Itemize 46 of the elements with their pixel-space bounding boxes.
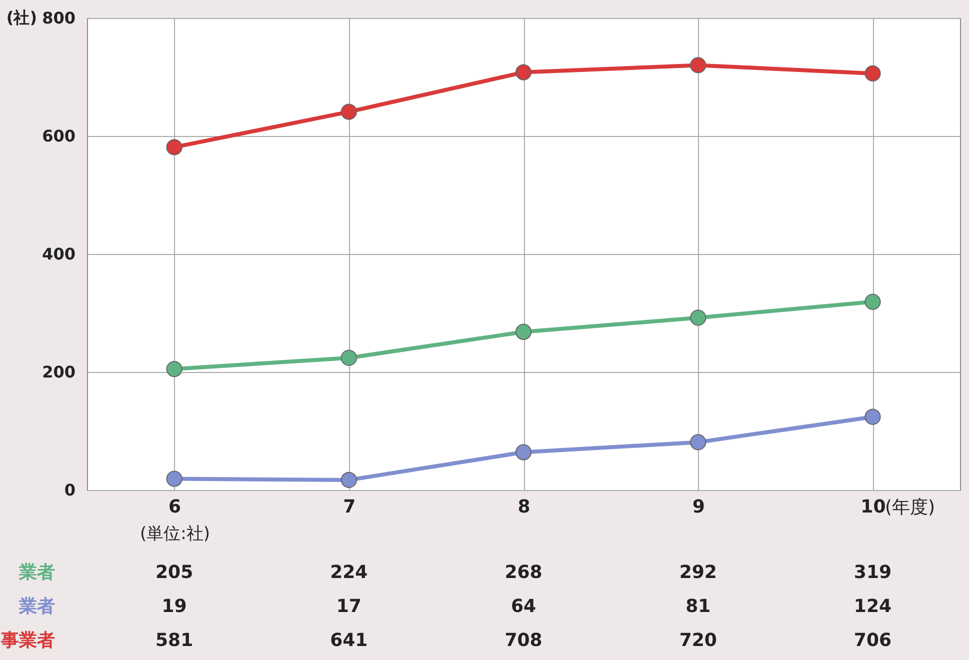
data-label: 720 xyxy=(679,630,717,651)
y-tick-label: 200 xyxy=(42,362,76,382)
text: 業者 xyxy=(18,562,55,583)
point xyxy=(690,434,706,450)
data-label: 641 xyxy=(330,630,368,651)
y-tick-label: 0 xyxy=(64,480,76,500)
data-label: 224 xyxy=(330,562,368,583)
point xyxy=(864,408,881,425)
point xyxy=(340,104,357,120)
text: 事業者 xyxy=(0,630,55,651)
point xyxy=(166,360,182,378)
x-tick-label: 6 xyxy=(168,496,182,518)
data-label: 319 xyxy=(854,562,892,583)
point xyxy=(864,294,881,310)
data-label: 17 xyxy=(336,596,362,617)
data-label: 124 xyxy=(854,596,892,617)
data-label: 268 xyxy=(504,562,542,583)
point xyxy=(690,310,706,326)
y-tick-label: 400 xyxy=(42,244,76,264)
point xyxy=(864,65,881,82)
y-tick-label: 800 xyxy=(42,8,76,28)
data-label: 64 xyxy=(510,596,536,617)
text: (単位:社) xyxy=(140,524,210,544)
x-tick-label: 7 xyxy=(343,496,356,518)
data-label: 708 xyxy=(504,630,542,651)
x-tick-label: 10 xyxy=(860,496,886,518)
data-label: 205 xyxy=(156,562,194,583)
point xyxy=(340,472,357,488)
y-axis-title: (社) xyxy=(6,8,37,27)
x-tick-label: 9 xyxy=(692,496,705,518)
point xyxy=(690,57,706,74)
data-label: 706 xyxy=(854,630,892,651)
data-label: 581 xyxy=(156,630,194,651)
point xyxy=(166,139,182,156)
text: 業者 xyxy=(18,596,55,617)
data-label: 81 xyxy=(686,596,711,617)
point xyxy=(166,470,182,487)
x-tick-label: 8 xyxy=(518,496,530,518)
y-tick-label: 600 xyxy=(42,126,76,146)
data-label: 19 xyxy=(162,596,187,617)
point xyxy=(515,64,532,80)
data-label: 292 xyxy=(679,562,717,583)
point xyxy=(515,324,532,340)
point xyxy=(515,444,532,460)
point xyxy=(340,350,357,366)
x-axis-title: (年度) xyxy=(885,497,936,518)
